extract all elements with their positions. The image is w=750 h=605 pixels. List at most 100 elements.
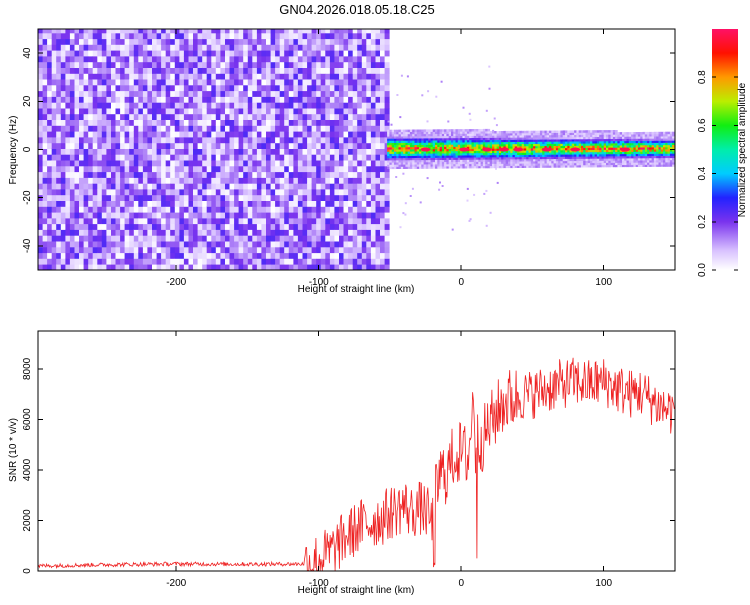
spectrogram-cell [42, 160, 48, 167]
spectrogram-cell [535, 130, 538, 134]
spectrogram-cell [161, 113, 167, 120]
spectrogram-cell [583, 130, 586, 133]
spectrogram-cell [229, 217, 235, 225]
spectrogram-cell [370, 73, 376, 80]
spectrogram-cell [261, 235, 267, 242]
spectrogram-cell [394, 134, 397, 137]
spectrogram-cell [394, 149, 397, 152]
spectrogram-cell [247, 108, 253, 115]
spectrogram-cell [97, 264, 103, 270]
spectrogram-cell [348, 102, 354, 109]
spectrogram-cell [448, 129, 452, 132]
spectrogram-cell [508, 165, 511, 169]
spectrogram-cell [206, 212, 212, 219]
spectrogram-cell [526, 148, 529, 151]
spectrogram-cell [416, 155, 420, 158]
spectrogram-cell [389, 144, 392, 148]
spectrogram-cell [165, 148, 171, 155]
spectrogram-cell [412, 151, 415, 154]
spectrogram-cell [387, 142, 390, 146]
spectrogram-cell [138, 223, 144, 230]
spectrogram-cell [416, 142, 420, 145]
spectrogram-cell [92, 131, 98, 138]
spectrogram-cell [261, 229, 267, 236]
spectrogram-cell [120, 177, 126, 184]
spectrogram-cell [444, 155, 447, 158]
spectrogram-cell [206, 137, 212, 144]
spectrogram-cell [193, 73, 198, 80]
spectrogram-cell [517, 146, 520, 149]
spectrogram-cell [284, 142, 290, 149]
spectrogram-cell [375, 194, 381, 201]
spectrogram-cell [211, 38, 217, 45]
spectrogram-cell [380, 44, 385, 51]
spectrogram-cell [197, 61, 203, 68]
spectrogram-cell [284, 252, 290, 259]
spectrogram-cell [51, 252, 57, 259]
spectrogram-cell [476, 135, 479, 138]
spectrogram-cell [343, 252, 349, 259]
spectrogram-cell [193, 206, 198, 213]
spectrogram-cell [156, 142, 162, 149]
spectrogram-cell [179, 90, 185, 97]
spectrogram-cell [106, 200, 112, 207]
spectrogram-cell [261, 160, 267, 167]
spectrogram-cell [430, 138, 434, 141]
spectrogram-cell [270, 84, 276, 92]
spectrogram-cell [238, 44, 244, 51]
spectrogram-cell [352, 235, 358, 242]
spectrogram-cell [453, 163, 456, 167]
spectrogram-cell [329, 67, 335, 74]
spectrogram-cell [238, 29, 244, 34]
spectrogram-cell [485, 133, 488, 136]
spectrogram-cell [174, 56, 180, 63]
spectrogram-cell [111, 252, 116, 259]
spectrogram-cell [266, 84, 271, 92]
spectrogram-cell [152, 183, 157, 190]
spectrogram-cell [215, 29, 221, 34]
spectrogram-cell [243, 96, 249, 103]
spectrogram-cell [92, 171, 98, 178]
spectrogram-cell [65, 241, 71, 248]
spectrogram-cell [389, 149, 392, 152]
spectrogram-cell [252, 200, 258, 207]
spectrogram-cell [444, 151, 447, 154]
spectrogram-cell [60, 246, 66, 254]
spectrogram-cell [165, 38, 171, 45]
spectrogram-cell [530, 143, 534, 147]
spectrogram-cell [320, 79, 326, 86]
spectrogram-cell [455, 129, 459, 132]
spectrogram-cell [147, 38, 153, 45]
spectrogram-cell [42, 264, 48, 270]
spectrogram-cell [555, 165, 559, 168]
spectrogram-cell [501, 135, 504, 138]
spectrogram-cell [494, 141, 497, 145]
spectrogram-cell [133, 246, 139, 254]
spectrogram-cell [578, 143, 582, 146]
spectrogram-cell [366, 73, 372, 80]
spectrogram-cell [334, 108, 340, 115]
spectrogram-cell [183, 246, 189, 254]
spectrogram-cell [56, 131, 62, 138]
spectrogram-cell [478, 152, 481, 156]
spectrogram-cell [396, 94, 399, 96]
spectrogram-cell [453, 133, 456, 136]
spectrogram-cell [343, 67, 349, 74]
spectrogram-cell [120, 235, 126, 242]
spectrogram-cell [111, 235, 116, 242]
spectrogram-cell [476, 146, 479, 149]
spectrogram-cell [174, 217, 180, 225]
spectrogram-cell [325, 44, 331, 51]
spectrogram-cell [97, 102, 103, 109]
spectrogram-cell [329, 137, 335, 144]
spectrogram-cell [133, 264, 139, 270]
spectrogram-cell [165, 160, 171, 167]
spectrogram-cell [517, 150, 520, 153]
spectrogram-cell [261, 67, 267, 74]
spectrogram-cell [457, 159, 461, 162]
spectrogram-cell [590, 154, 593, 157]
spectrogram-cell [574, 158, 577, 161]
spectrogram-cell [261, 171, 267, 178]
spectrogram-cell [412, 146, 415, 150]
spectrogram-cell [206, 142, 212, 149]
